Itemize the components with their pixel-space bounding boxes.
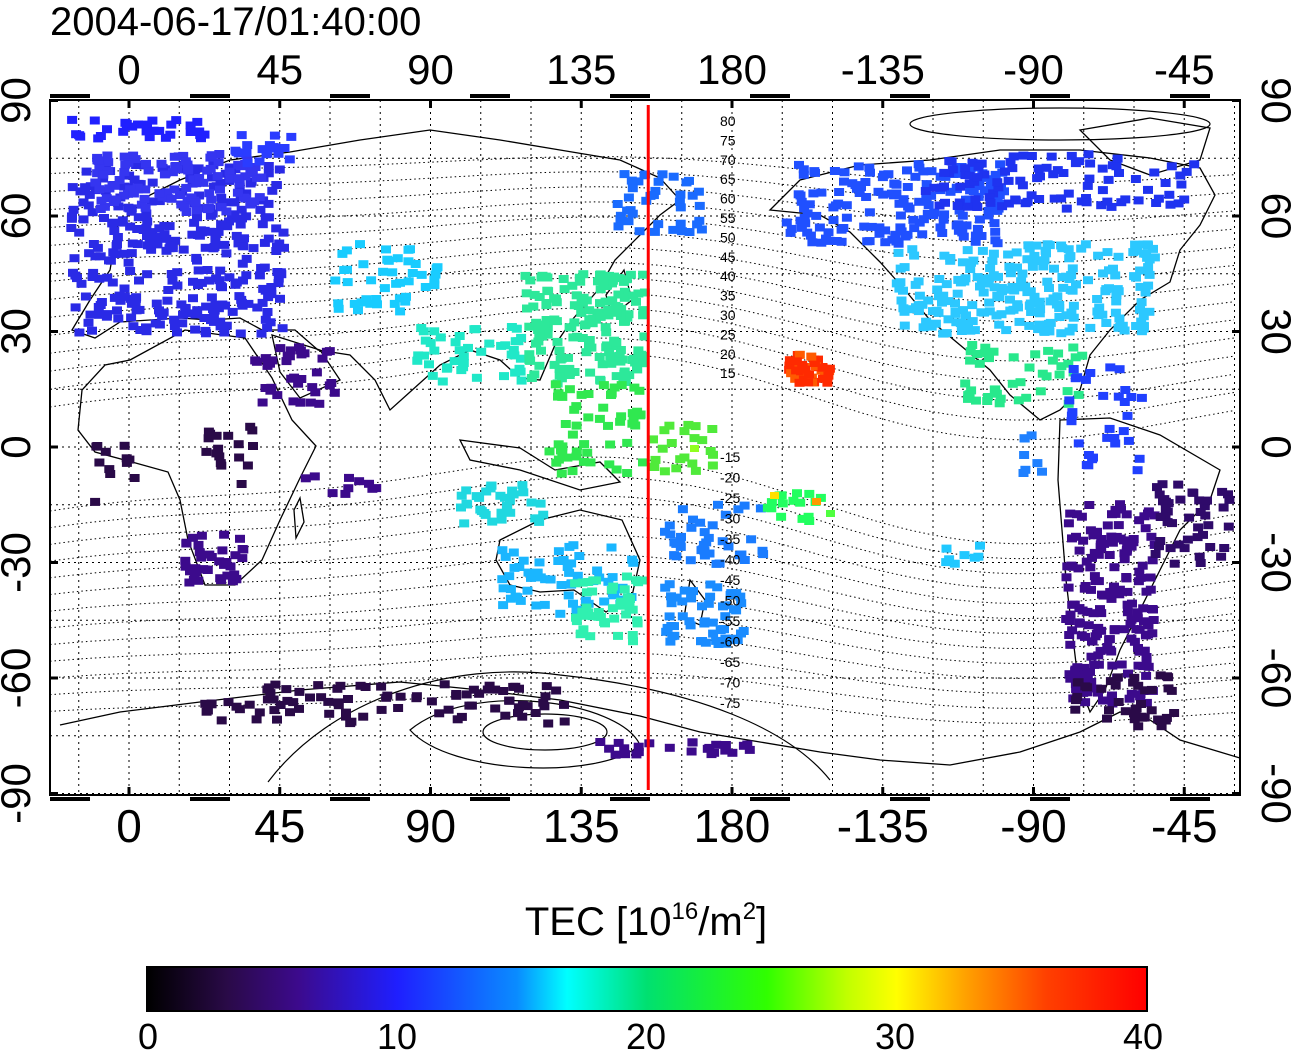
longitude-label: -90 bbox=[1003, 46, 1064, 93]
right-latitude-labels: 90 60 30 0 -30 -60 -90 bbox=[1253, 77, 1292, 824]
colorbar-title: TEC [1016/m2] bbox=[524, 898, 768, 945]
contour-label: -35 bbox=[720, 531, 740, 547]
contour-label: 20 bbox=[720, 346, 736, 362]
contour-label: 55 bbox=[720, 210, 736, 226]
colorbar-tick-30: 30 bbox=[874, 1016, 916, 1057]
latitude-label: 0 bbox=[1253, 435, 1292, 458]
tec-observations bbox=[66, 115, 1235, 759]
latitude-label: -90 bbox=[0, 763, 39, 824]
longitude-label: 90 bbox=[407, 46, 454, 93]
latitude-label: 30 bbox=[1253, 308, 1292, 355]
longitude-label: 180 bbox=[697, 46, 767, 93]
longitude-label: 135 bbox=[543, 800, 620, 852]
contour-label: -65 bbox=[720, 654, 740, 670]
contour-label: 30 bbox=[720, 307, 736, 323]
longitude-label: -90 bbox=[1000, 800, 1066, 852]
contour-label: 75 bbox=[720, 132, 736, 148]
contour-label: 50 bbox=[720, 229, 736, 245]
longitude-label: 45 bbox=[254, 800, 305, 852]
tec-colorbar bbox=[146, 966, 1148, 1012]
contour-label: 40 bbox=[720, 268, 736, 284]
latitude-label: 30 bbox=[0, 308, 39, 355]
colorbar-tick-0: 0 bbox=[137, 1016, 159, 1057]
contour-label: -45 bbox=[720, 572, 740, 588]
left-latitude-labels: 90 60 30 0 -30 -60 -90 bbox=[0, 77, 39, 824]
contour-label: 15 bbox=[720, 365, 736, 381]
longitude-label: 45 bbox=[256, 46, 303, 93]
top-longitude-labels: 0 45 90 135 180 -135 -90 -45 bbox=[117, 46, 1214, 93]
tec-world-map: 80 75 70 65 60 55 50 45 40 35 30 25 20 15 -15 -20 -25 -30… bbox=[0, 46, 1292, 852]
latitude-label: -60 bbox=[0, 648, 39, 709]
axis-ticks bbox=[50, 94, 1240, 801]
colorbar-tick-20: 20 bbox=[625, 1016, 667, 1057]
latitude-label: 60 bbox=[0, 193, 39, 240]
longitude-label: -45 bbox=[1151, 800, 1217, 852]
longitude-label: -45 bbox=[1154, 46, 1215, 93]
latitude-label: 60 bbox=[1253, 193, 1292, 240]
longitude-label: 0 bbox=[116, 800, 142, 852]
bottom-longitude-labels: 0 45 90 135 180 -135 -90 -45 bbox=[116, 800, 1217, 852]
contour-label: 35 bbox=[720, 288, 736, 304]
contour-label: -25 bbox=[720, 490, 740, 506]
contour-label: -55 bbox=[720, 613, 740, 629]
contour-label: -70 bbox=[720, 675, 740, 691]
map-timestamp-title: 2004-06-17/01:40:00 bbox=[50, 0, 422, 44]
contour-label: -50 bbox=[720, 593, 740, 609]
contour-label: 80 bbox=[720, 113, 736, 129]
latitude-label: 0 bbox=[0, 435, 39, 458]
contour-label: 60 bbox=[720, 191, 736, 207]
contour-label: -40 bbox=[720, 552, 740, 568]
contour-label: -30 bbox=[720, 511, 740, 527]
latitude-label: -90 bbox=[1253, 763, 1292, 824]
latitude-label: -30 bbox=[1253, 532, 1292, 593]
colorbar-tick-10: 10 bbox=[376, 1016, 418, 1057]
latitude-label: -30 bbox=[0, 532, 39, 593]
longitude-label: 90 bbox=[405, 800, 456, 852]
contour-label: 25 bbox=[720, 326, 736, 342]
longitude-label: 135 bbox=[546, 46, 616, 93]
contour-label: 70 bbox=[720, 152, 736, 168]
colorbar-tick-40: 40 bbox=[1122, 1016, 1164, 1057]
longitude-label: 0 bbox=[117, 46, 140, 93]
contour-label: -60 bbox=[720, 634, 740, 650]
latitude-label: 90 bbox=[0, 77, 39, 124]
longitude-label: 180 bbox=[694, 800, 771, 852]
longitude-label: -135 bbox=[841, 46, 925, 93]
contour-label: 45 bbox=[720, 249, 736, 265]
latitude-label: -60 bbox=[1253, 648, 1292, 709]
latitude-label: 90 bbox=[1253, 77, 1292, 124]
contour-label: -15 bbox=[720, 449, 740, 465]
longitude-label: -135 bbox=[837, 800, 929, 852]
contour-labels: 80 75 70 65 60 55 50 45 40 35 30 25 20 15 -15 -20 -25 -30… bbox=[720, 113, 740, 711]
contour-label: 65 bbox=[720, 171, 736, 187]
contour-label: -20 bbox=[720, 470, 740, 486]
contour-label: -75 bbox=[720, 695, 740, 711]
